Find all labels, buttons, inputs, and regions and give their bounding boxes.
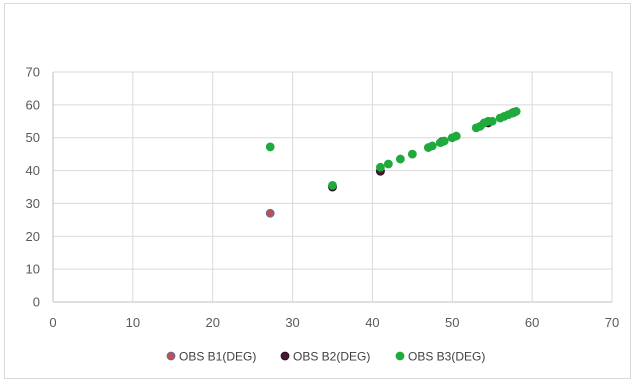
data-point [265, 208, 275, 218]
x-tick-label: 20 [205, 315, 219, 330]
y-tick-label: 70 [26, 65, 40, 80]
data-point [427, 141, 437, 151]
data-point [511, 107, 521, 116]
data-point [451, 131, 461, 141]
legend-marker [166, 351, 176, 361]
y-tick-label: 40 [26, 163, 40, 178]
x-tick-label: 50 [445, 315, 459, 330]
data-points [265, 107, 521, 218]
x-tick-label: 30 [285, 315, 299, 330]
x-tick-label: 70 [605, 315, 619, 330]
data-point [328, 180, 337, 190]
data-point [376, 162, 385, 172]
data-point [265, 142, 275, 152]
chart-frame [4, 3, 631, 379]
x-tick-label: 40 [365, 315, 379, 330]
x-tick-label: 10 [126, 315, 140, 330]
y-tick-label: 20 [26, 229, 40, 244]
y-axis-ticks: 0 10 20 30 40 50 60 70 [26, 65, 40, 310]
data-point [439, 136, 449, 146]
y-tick-label: 0 [33, 295, 40, 310]
y-tick-label: 10 [26, 262, 40, 277]
legend-item: OBS B2(DEG) [280, 350, 370, 364]
data-point [383, 159, 393, 169]
legend-label: OBS B1(DEG) [179, 350, 256, 364]
legend-marker [395, 351, 405, 361]
grid [52, 71, 613, 303]
data-point [487, 116, 497, 126]
legend-item: OBS B3(DEG) [395, 350, 485, 364]
legend-item: OBS B1(DEG) [166, 350, 256, 364]
series-3 [265, 107, 521, 190]
y-tick-label: 30 [26, 196, 40, 211]
legend-label: OBS B3(DEG) [408, 350, 485, 364]
y-tick-label: 50 [26, 130, 40, 145]
x-axis-ticks: 0 10 20 30 40 50 60 70 [49, 315, 619, 330]
data-point [407, 149, 417, 159]
legend: OBS B1(DEG) OBS B2(DEG) OBS B3(DEG) [166, 350, 485, 364]
legend-marker [280, 351, 290, 361]
x-tick-label: 60 [525, 315, 539, 330]
data-point [395, 154, 405, 164]
legend-label: OBS B2(DEG) [293, 350, 370, 364]
x-tick-label: 0 [49, 315, 56, 330]
y-tick-label: 60 [26, 97, 40, 112]
